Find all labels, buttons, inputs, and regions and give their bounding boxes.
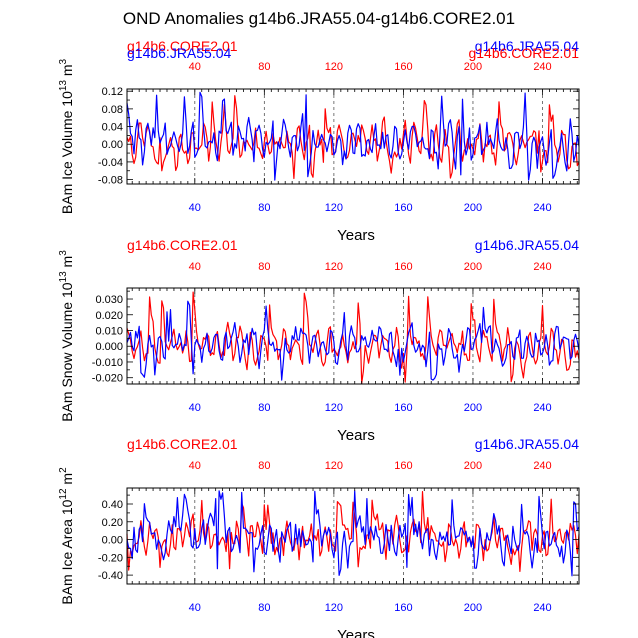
x-tick-label-bottom: 120 bbox=[325, 602, 343, 614]
figure-title: OND Anomalies g14b6.JRA55.04-g14b6.CORE2… bbox=[123, 9, 515, 28]
series-line-blue bbox=[126, 490, 580, 577]
plot-frame bbox=[126, 287, 580, 385]
y-tick-label: 0.08 bbox=[102, 104, 123, 116]
panel-2: -0.020 -0.010 0.000 0.010 0.020 0.030 40 80 120 1… bbox=[58, 237, 580, 444]
y-tick-label: 0.030 bbox=[95, 294, 123, 306]
x-tick-label-top: 240 bbox=[533, 61, 551, 73]
legend-left: g14b6.CORE2.01 bbox=[127, 237, 238, 253]
x-tick-label-top: 200 bbox=[464, 460, 482, 472]
x-tick-label-top: 160 bbox=[394, 460, 412, 472]
series-line-red bbox=[126, 291, 580, 384]
x-tick-label-bottom: 200 bbox=[464, 402, 482, 414]
legend-left: g14b6.CORE2.01 bbox=[127, 436, 238, 452]
y-axis-label: BAm Ice Area 1012 m2 bbox=[58, 467, 75, 605]
x-tick-label-top: 120 bbox=[325, 261, 343, 273]
y-tick-label: 0.000 bbox=[95, 341, 123, 353]
x-tick-label-top: 120 bbox=[325, 61, 343, 73]
x-tick-label-bottom: 40 bbox=[189, 602, 201, 614]
y-tick-label: 0.00 bbox=[102, 139, 123, 151]
series-line-red bbox=[126, 491, 580, 573]
x-tick-label-top: 200 bbox=[464, 261, 482, 273]
x-tick-label-bottom: 40 bbox=[189, 202, 201, 214]
y-tick-label: -0.20 bbox=[98, 552, 123, 564]
y-tick-label: 0.40 bbox=[102, 499, 123, 511]
y-tick-label: -0.08 bbox=[98, 175, 123, 187]
y-tick-label: 0.12 bbox=[102, 86, 123, 98]
x-axis-label: Years bbox=[337, 627, 375, 638]
y-tick-label: -0.04 bbox=[98, 157, 123, 169]
legend-right: g14b6.JRA55.04 bbox=[475, 436, 580, 452]
x-tick-label-top: 40 bbox=[189, 61, 201, 73]
plot-frame bbox=[126, 487, 580, 585]
y-tick-label: -0.010 bbox=[92, 357, 123, 369]
x-tick-label-bottom: 120 bbox=[325, 402, 343, 414]
y-tick-label: -0.40 bbox=[98, 570, 123, 582]
x-tick-label-top: 40 bbox=[189, 460, 201, 472]
y-tick-label: 0.010 bbox=[95, 325, 123, 337]
series-line-blue bbox=[126, 91, 580, 181]
legend-right-overlap: g14b6.CORE2.01 bbox=[468, 45, 579, 61]
y-tick-label: 0.20 bbox=[102, 517, 123, 529]
panel-3: -0.40 -0.20 0.00 0.20 0.40 40 80 120 160 200 240 40… bbox=[58, 436, 580, 638]
x-tick-label-top: 120 bbox=[325, 460, 343, 472]
y-axis-label: BAm Ice Volume 1013 m3 bbox=[58, 58, 75, 214]
x-tick-label-top: 160 bbox=[394, 61, 412, 73]
x-tick-label-bottom: 40 bbox=[189, 402, 201, 414]
x-tick-label-top: 80 bbox=[258, 261, 270, 273]
series-line-red bbox=[126, 95, 580, 180]
x-tick-label-bottom: 200 bbox=[464, 602, 482, 614]
x-tick-label-top: 160 bbox=[394, 261, 412, 273]
y-tick-label: 0.020 bbox=[95, 310, 123, 322]
x-tick-label-top: 240 bbox=[533, 261, 551, 273]
x-tick-label-bottom: 80 bbox=[258, 202, 270, 214]
y-axis-label: BAm Snow Volume 1013 m3 bbox=[58, 250, 75, 422]
legend-left: g14b6.CORE2.01 bbox=[127, 38, 238, 54]
legend-left-overlap: g14b6.JRA55.04 bbox=[127, 45, 232, 61]
panel-1: -0.08 -0.04 0.00 0.04 0.08 0.12 40 80 120 160 200 2… bbox=[58, 38, 580, 244]
x-axis-label: Years bbox=[337, 427, 375, 444]
x-tick-label-top: 200 bbox=[464, 61, 482, 73]
x-tick-label-bottom: 240 bbox=[533, 202, 551, 214]
x-tick-label-top: 80 bbox=[258, 460, 270, 472]
plot-frame bbox=[126, 88, 580, 185]
legend-right: g14b6.JRA55.04 bbox=[475, 38, 580, 54]
x-tick-label-top: 240 bbox=[533, 460, 551, 472]
x-tick-label-bottom: 200 bbox=[464, 202, 482, 214]
x-tick-label-top: 80 bbox=[258, 61, 270, 73]
x-tick-label-bottom: 120 bbox=[325, 202, 343, 214]
x-tick-label-bottom: 80 bbox=[258, 402, 270, 414]
legend-right: g14b6.JRA55.04 bbox=[475, 237, 580, 253]
x-tick-label-bottom: 80 bbox=[258, 602, 270, 614]
x-tick-label-bottom: 160 bbox=[394, 602, 412, 614]
x-tick-label-bottom: 160 bbox=[394, 202, 412, 214]
y-tick-label: -0.020 bbox=[92, 373, 123, 385]
x-tick-label-bottom: 240 bbox=[533, 602, 551, 614]
x-axis-label: Years bbox=[337, 227, 375, 244]
series-line-blue bbox=[126, 300, 580, 381]
y-tick-label: 0.00 bbox=[102, 535, 123, 547]
y-tick-label: 0.04 bbox=[102, 122, 123, 134]
x-tick-label-bottom: 240 bbox=[533, 402, 551, 414]
x-tick-label-top: 40 bbox=[189, 261, 201, 273]
x-tick-label-bottom: 160 bbox=[394, 402, 412, 414]
